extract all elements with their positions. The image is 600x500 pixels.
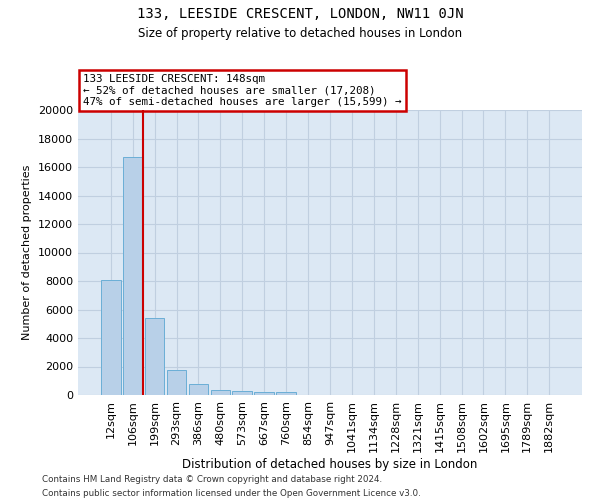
Bar — [145, 318, 164, 395]
Bar — [232, 391, 252, 395]
X-axis label: Distribution of detached houses by size in London: Distribution of detached houses by size … — [182, 458, 478, 470]
Bar — [167, 370, 187, 395]
Text: 133, LEESIDE CRESCENT, LONDON, NW11 0JN: 133, LEESIDE CRESCENT, LONDON, NW11 0JN — [137, 8, 463, 22]
Bar — [276, 392, 296, 395]
Bar — [188, 384, 208, 395]
Text: Size of property relative to detached houses in London: Size of property relative to detached ho… — [138, 28, 462, 40]
Bar — [254, 392, 274, 395]
Bar — [101, 280, 121, 395]
Y-axis label: Number of detached properties: Number of detached properties — [22, 165, 32, 340]
Bar — [211, 390, 230, 395]
Text: 133 LEESIDE CRESCENT: 148sqm
← 52% of detached houses are smaller (17,208)
47% o: 133 LEESIDE CRESCENT: 148sqm ← 52% of de… — [83, 74, 401, 107]
Text: Contains HM Land Registry data © Crown copyright and database right 2024.
Contai: Contains HM Land Registry data © Crown c… — [42, 476, 421, 498]
Bar — [123, 157, 143, 395]
